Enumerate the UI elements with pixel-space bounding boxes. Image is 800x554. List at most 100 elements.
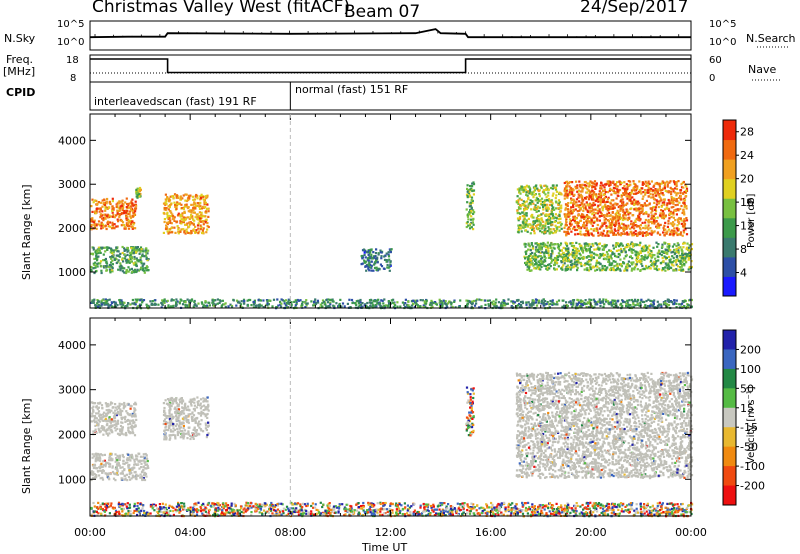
power-data-cell [484,299,487,302]
power-data-cell [604,244,607,247]
power-data-cell [607,219,610,223]
power-data-cell [652,215,655,218]
power-data-cell [111,211,114,214]
power-data-cell [188,197,191,200]
power-data-cell [577,206,580,209]
power-data-cell [607,207,610,210]
power-data-cell [100,271,103,275]
velocity-data-cell [129,422,132,425]
power-data-cell [199,220,203,223]
power-data-cell [191,218,195,221]
power-data-cell [611,262,614,265]
power-data-cell [523,189,526,192]
power-data-cell [563,230,566,233]
power-data-cell [627,183,630,187]
power-data-cell [576,223,579,226]
power-data-cell [127,302,130,305]
power-data-cell [653,201,656,204]
power-data-cell [131,227,134,230]
power-data-cell [255,304,258,307]
power-data-cell [523,217,526,220]
power-data-cell [670,201,673,204]
power-data-cell [539,200,542,203]
power-data-cell [553,256,557,260]
power-data-cell [145,265,148,268]
power-data-cell [551,194,554,197]
power-data-cell [593,183,596,186]
power-data-cell [663,208,666,211]
power-data-cell [329,306,332,309]
power-data-cell [627,195,630,198]
power-data-cell [131,270,134,273]
power-data-cell [100,304,103,307]
power-data-cell [525,301,528,304]
power-data-cell [206,208,209,211]
power-data-cell [123,253,126,256]
power-data-cell [546,268,549,271]
power-data-cell [604,204,607,207]
power-data-cell [581,184,584,187]
power-data-cell [635,192,638,195]
power-data-cell [551,202,554,205]
power-data-cell [542,189,545,192]
power-data-cell [644,244,647,247]
power-data-cell [647,247,650,250]
power-data-cell [666,230,669,233]
power-data-cell [111,205,114,208]
power-data-cell [679,189,682,192]
power-data-cell [322,300,326,303]
power-data-cell [179,195,182,198]
power-data-cell [383,298,386,301]
power-data-cell [559,242,563,245]
power-data-cell [386,263,389,267]
power-data-cell [330,298,333,301]
power-data-cell [367,257,370,260]
power-data-cell [184,223,187,226]
power-data-cell [558,210,562,213]
power-data-cell [520,303,523,307]
power-data-cell [586,243,589,246]
power-data-cell [166,197,169,200]
power-data-cell [582,209,585,212]
power-data-cell [516,209,519,212]
power-data-cell [608,180,611,183]
power-data-cell [594,303,597,306]
power-data-cell [138,190,142,193]
power-data-cell [598,243,601,246]
power-data-cell [544,265,547,268]
power-data-cell [540,203,543,206]
power-data-cell [605,183,608,186]
power-data-cell [594,212,597,215]
power-data-cell [168,217,171,220]
power-data-cell [588,221,591,224]
power-data-cell [469,188,472,191]
power-data-cell [614,245,617,248]
power-data-cell [428,303,432,306]
power-data-cell [126,222,130,225]
power-data-cell [540,302,543,305]
power-data-cell [599,301,602,304]
power-data-cell [679,256,682,259]
power-data-cell [634,183,637,186]
power-data-cell [338,302,341,306]
power-data-cell [183,231,186,234]
power-data-cell [579,299,583,302]
power-data-cell [332,300,335,303]
power-data-cell [190,209,193,212]
power-data-cell [663,224,666,227]
power-data-cell [547,226,550,229]
power-data-cell [113,300,116,304]
power-data-cell [441,305,444,309]
power-data-cell [638,207,641,211]
power-data-cell [585,208,588,211]
power-data-cell [642,248,645,251]
power-data-cell [570,230,573,233]
power-data-cell [596,209,599,212]
power-data-cell [235,299,239,302]
power-data-cell [619,207,622,210]
power-data-cell [538,192,541,196]
power-data-cell [604,201,607,204]
power-data-cell [581,213,584,216]
power-data-cell [587,215,590,218]
power-data-cell [529,269,532,272]
